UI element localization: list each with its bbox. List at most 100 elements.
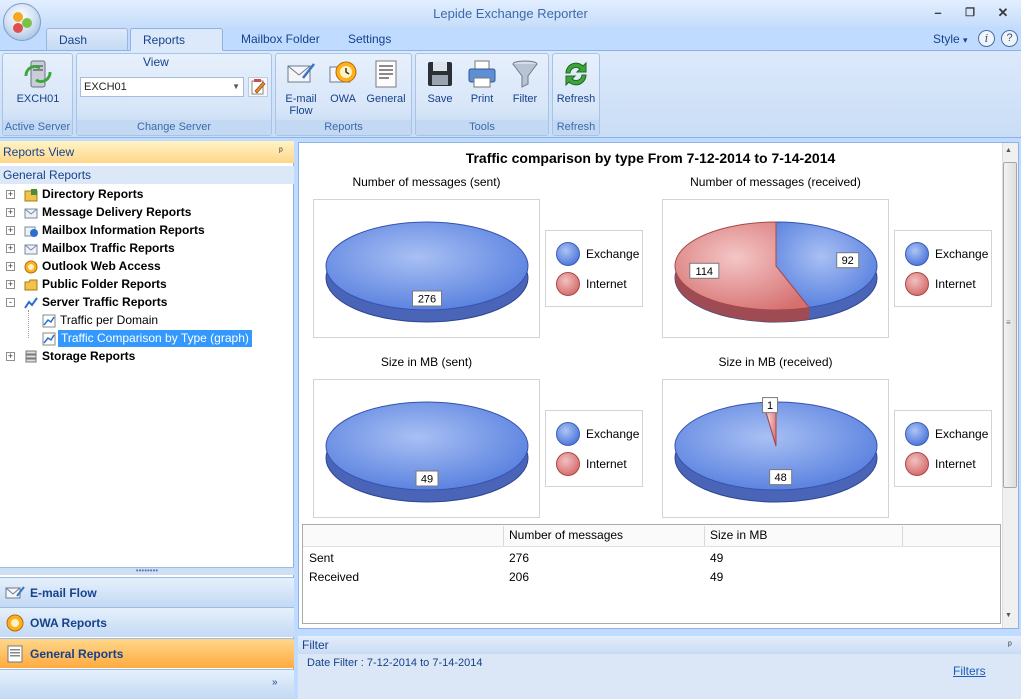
info-icon[interactable]: i xyxy=(978,30,995,47)
chart-legend: Exchange Internet xyxy=(545,410,643,487)
expand-toggle[interactable]: + xyxy=(6,351,15,361)
group-active-server: EXCH01 Active Server xyxy=(2,53,73,136)
owa-icon xyxy=(24,260,38,274)
expand-toggle[interactable]: + xyxy=(6,279,15,289)
pie-slice-exchange xyxy=(325,401,529,491)
general-label: General xyxy=(366,93,406,105)
tab-mailbox-folder[interactable]: Mailbox Folder xyxy=(241,32,320,46)
collapse-toggle[interactable]: - xyxy=(6,298,15,307)
table-header-cell[interactable]: Number of messages xyxy=(509,528,624,542)
expand-toggle[interactable]: + xyxy=(6,225,15,235)
owa-button[interactable]: OWA xyxy=(323,58,363,105)
tree-item-public-folder[interactable]: Public Folder Reports xyxy=(42,276,167,293)
filter-button[interactable]: Filter xyxy=(506,58,544,105)
tree-item-mailbox-information[interactable]: Mailbox Information Reports xyxy=(42,222,205,239)
data-label-box xyxy=(412,290,442,307)
tree-item-directory-reports[interactable]: Directory Reports xyxy=(42,186,143,203)
help-icon[interactable]: ? xyxy=(1001,30,1018,47)
table-header-row xyxy=(303,525,1000,547)
scroll-grip-icon: ≡ xyxy=(1006,318,1011,327)
nav-overflow-bar xyxy=(0,669,294,699)
edit-server-button[interactable] xyxy=(248,77,268,97)
style-menu[interactable]: Style ▾ xyxy=(933,32,968,46)
tree-item-traffic-per-domain[interactable]: Traffic per Domain xyxy=(60,313,159,327)
mailbox-info-icon xyxy=(24,224,38,238)
filter-label: Filter xyxy=(512,93,538,105)
legend-swatch-internet xyxy=(556,452,580,476)
email-flow-button[interactable]: E-mail Flow xyxy=(280,58,322,117)
legend-label-internet: Internet xyxy=(935,277,976,291)
table-header-cell[interactable]: Size in MB xyxy=(710,528,768,542)
expand-toggle[interactable]: + xyxy=(6,189,15,199)
data-label-box xyxy=(415,470,439,487)
scroll-down-icon[interactable]: ▼ xyxy=(1005,612,1012,619)
edit-pencil-icon xyxy=(251,79,266,95)
group-label-reports: Reports xyxy=(276,120,411,135)
legend-swatch-exchange xyxy=(556,422,580,446)
refresh-button[interactable]: Refresh xyxy=(555,58,597,105)
server-select[interactable]: EXCH01 ▼ xyxy=(80,77,244,97)
tree-item-label: Server Traffic Reports xyxy=(42,295,168,309)
owa-label: OWA xyxy=(330,93,356,105)
tree-item-server-traffic[interactable]: Server Traffic Reports xyxy=(42,294,167,311)
data-label-box xyxy=(689,262,720,279)
expand-toggle[interactable]: + xyxy=(6,207,15,217)
mailbox-traffic-icon xyxy=(24,242,38,256)
general-reports-section: General Reports xyxy=(0,166,294,184)
chart-box: 48 1 xyxy=(662,379,889,518)
pie-slice-exchange xyxy=(775,221,878,309)
active-server-button[interactable]: EXCH01 xyxy=(7,58,69,105)
table-cell: Received xyxy=(309,570,360,584)
tree-item-storage-reports[interactable]: Storage Reports xyxy=(42,348,135,365)
pie-chart-size-sent: 49 xyxy=(325,401,529,503)
nav-email-flow[interactable]: E-mail Flow xyxy=(0,577,294,607)
filter-header: Filter xyxy=(298,636,1021,654)
pin-icon[interactable]: ᵖ xyxy=(279,146,283,157)
legend-label-internet: Internet xyxy=(935,457,976,471)
tree-item-label: Mailbox Traffic Reports xyxy=(42,241,175,255)
expand-toggle[interactable]: + xyxy=(6,243,15,253)
title-bar xyxy=(0,0,1021,28)
minimize-button[interactable]: – xyxy=(934,5,942,20)
tree-item-outlook-web-access[interactable]: Outlook Web Access xyxy=(42,258,161,275)
tab-settings[interactable]: Settings xyxy=(348,32,392,46)
panel-splitter[interactable]: •••••••• xyxy=(0,567,294,575)
close-button[interactable]: ✕ xyxy=(997,5,1009,20)
pie-chart-messages-received: 92 114 xyxy=(674,221,878,323)
filters-link[interactable]: Filters xyxy=(953,664,986,678)
print-button[interactable]: Print xyxy=(464,58,500,105)
nav-owa-reports[interactable]: OWA Reports xyxy=(0,607,294,637)
filter-panel xyxy=(298,654,1021,699)
scroll-up-icon[interactable]: ▲ xyxy=(1005,147,1012,154)
data-label-box xyxy=(762,397,779,414)
chevron-down-icon: ▼ xyxy=(232,82,240,91)
email-flow-label-line2: Flow xyxy=(289,105,313,117)
nav-general-reports[interactable]: General Reports xyxy=(0,638,294,668)
chevron-right-icon[interactable]: » xyxy=(272,677,278,688)
tab-row xyxy=(0,28,1021,50)
tree-item-message-delivery[interactable]: Message Delivery Reports xyxy=(42,204,191,221)
expand-toggle[interactable]: + xyxy=(6,261,15,271)
pie-chart-messages-sent: 276 xyxy=(325,221,529,323)
tab-reports-view[interactable]: Reports View xyxy=(130,28,223,69)
chart-icon xyxy=(42,332,56,346)
nav-owa-reports-label: OWA Reports xyxy=(30,616,107,630)
tree-item-mailbox-traffic[interactable]: Mailbox Traffic Reports xyxy=(42,240,175,257)
tree-item-label: Message Delivery Reports xyxy=(42,205,192,219)
tab-dash-view[interactable]: Dash View xyxy=(46,28,128,69)
maximize-button[interactable]: ❐ xyxy=(965,7,975,19)
tree-item-traffic-comparison-by-type[interactable]: Traffic Comparison by Type (graph) xyxy=(58,330,252,347)
legend-swatch-exchange xyxy=(556,242,580,266)
general-button[interactable]: General xyxy=(364,58,408,105)
table-cell: 49 xyxy=(710,570,724,584)
scrollbar-thumb[interactable] xyxy=(1003,162,1017,488)
app-menu-orb-icon[interactable] xyxy=(3,3,41,41)
pin-icon[interactable]: ᵖ xyxy=(1008,640,1012,651)
data-label: 114 xyxy=(696,266,714,278)
nav-general-reports-label: General Reports xyxy=(30,647,124,661)
group-label-change-server: Change Server xyxy=(77,120,271,135)
save-button[interactable]: Save xyxy=(422,58,458,105)
group-tools: Save Print Filter Tools xyxy=(415,53,549,136)
server-traffic-icon xyxy=(24,296,38,310)
legend-swatch-exchange xyxy=(905,242,929,266)
